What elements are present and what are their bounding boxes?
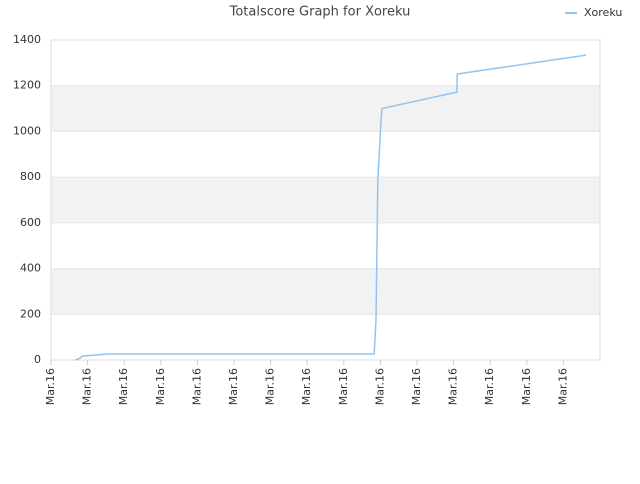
y-tick-label: 200 xyxy=(20,307,41,320)
x-tick-label: Mar.16 xyxy=(264,368,277,405)
x-tick-label: Mar.16 xyxy=(447,368,460,405)
x-tick-label: Mar.16 xyxy=(373,368,386,405)
x-tick-label: Mar.16 xyxy=(190,368,203,405)
y-tick-label: 1000 xyxy=(13,124,41,137)
y-tick-label: 400 xyxy=(20,262,41,275)
x-tick-label: Mar.16 xyxy=(483,368,496,405)
chart-title: Totalscore Graph for Xoreku xyxy=(229,5,411,20)
grid-band xyxy=(51,85,600,132)
grid-band xyxy=(51,177,600,223)
x-tick-label: Mar.16 xyxy=(81,368,94,405)
x-tick-label: Mar.16 xyxy=(300,368,313,405)
x-tick-label: Mar.16 xyxy=(117,368,130,405)
y-tick-label: 600 xyxy=(20,216,41,229)
y-tick-label: 800 xyxy=(20,170,41,183)
y-tick-label: 1200 xyxy=(13,79,41,92)
plot-border xyxy=(50,39,601,361)
y-tick-label: 0 xyxy=(34,353,41,366)
data-line xyxy=(74,54,587,361)
x-tick-label: Mar.16 xyxy=(227,368,240,405)
legend-label: Xoreku xyxy=(584,6,622,19)
y-tick-label: 1400 xyxy=(13,33,41,46)
x-tick-label: Mar.16 xyxy=(410,368,423,405)
grid-band xyxy=(51,268,600,315)
x-tick-label: Mar.16 xyxy=(556,368,569,405)
x-tick-label: Mar.16 xyxy=(520,368,533,405)
x-tick-label: Mar.16 xyxy=(44,368,57,405)
x-tick-label: Mar.16 xyxy=(154,368,167,405)
x-tick-label: Mar.16 xyxy=(337,368,350,405)
